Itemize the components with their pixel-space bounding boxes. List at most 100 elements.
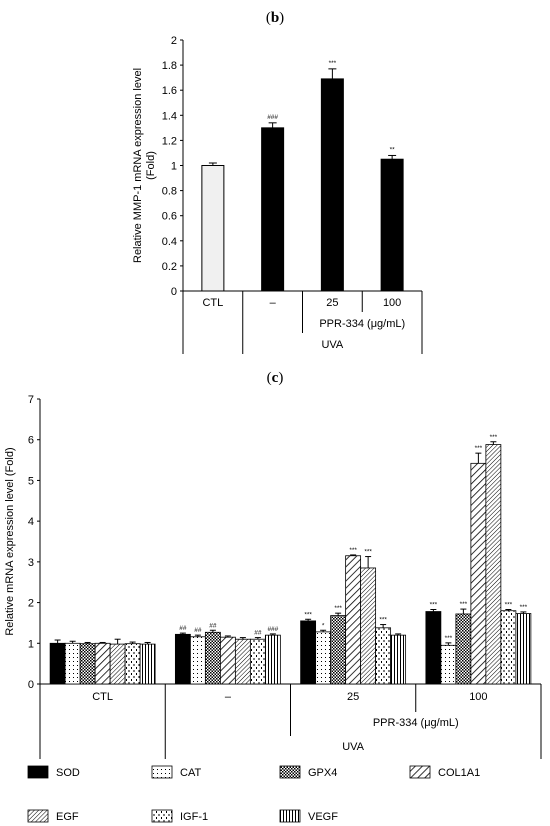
- y-tick-label: 7: [28, 394, 34, 406]
- x-tick-label: CTL: [92, 691, 113, 703]
- bar: [375, 627, 392, 685]
- uva-label: UVA: [342, 741, 364, 753]
- y-tick-label: 1: [28, 638, 34, 650]
- y-tick-label: 4: [28, 516, 34, 528]
- y-tick-label: 1.2: [162, 135, 177, 147]
- bar: [390, 634, 407, 685]
- significance-mark: *: [322, 622, 325, 629]
- bar: [219, 636, 236, 685]
- panel-b-label: (b): [266, 10, 284, 26]
- significance-mark: **: [390, 146, 396, 153]
- significance-mark: ***: [329, 60, 337, 67]
- bar: [189, 636, 206, 685]
- y-tick-label: 3: [28, 557, 34, 569]
- bar: [300, 620, 317, 685]
- legend-label: CAT: [180, 767, 201, 779]
- bar: [500, 610, 517, 685]
- treatment-label: PPR-334 (μg/mL): [319, 318, 405, 330]
- y-tick-label: 1.6: [162, 85, 177, 97]
- legend-label: COL1A1: [438, 767, 480, 779]
- legend-swatch: [151, 809, 173, 823]
- bar: [470, 462, 487, 685]
- significance-mark: ***: [334, 605, 342, 612]
- significance-mark: ***: [364, 549, 372, 556]
- legend-swatch: [27, 765, 49, 779]
- y-tick-label: 6: [28, 435, 34, 447]
- bar: [49, 642, 66, 685]
- bar: [249, 638, 266, 685]
- gene-expression-bar-chart: 0 1 2 3 4 5 6 7 Relative mRNA expression level (…: [4, 394, 542, 759]
- legend-swatch: [151, 765, 173, 779]
- panel-c-label: (c): [267, 370, 284, 386]
- significance-mark: ***: [460, 601, 468, 608]
- bar: [234, 638, 251, 685]
- y-tick-label: 5: [28, 475, 34, 487]
- bar: [345, 555, 362, 685]
- bar: [201, 165, 225, 292]
- x-tick-label: 100: [469, 691, 487, 703]
- significance-mark: ***: [304, 611, 312, 618]
- significance-mark: ##: [254, 630, 262, 637]
- bar: [109, 643, 126, 685]
- significance-mark: ***: [445, 635, 453, 642]
- legend-swatch: [279, 809, 301, 823]
- legend-label: EGF: [56, 811, 79, 823]
- legend: SOD CAT GPX4 COL1A1 EGF IGF-1 VEGF: [27, 765, 480, 823]
- treatment-label: PPR-334 (μg/mL): [373, 717, 459, 729]
- y-tick-label: 2: [28, 598, 34, 610]
- significance-mark: ***: [475, 445, 483, 452]
- y-tick-label: 1: [171, 161, 177, 173]
- significance-mark: ***: [490, 434, 498, 441]
- y-tick-label: 0.2: [162, 261, 177, 273]
- bar: [94, 642, 111, 685]
- significance-mark: ***: [505, 601, 513, 608]
- bar: [204, 631, 221, 685]
- bar: [425, 611, 442, 685]
- uva-label: UVA: [321, 339, 343, 351]
- x-tick-label: 25: [347, 691, 359, 703]
- x-tick-label: –: [225, 691, 232, 703]
- bar: [174, 633, 191, 685]
- y-tick-label: 1.8: [162, 60, 177, 72]
- legend-label: VEGF: [308, 811, 338, 823]
- y-tick-label: 2: [171, 35, 177, 47]
- bar: [455, 613, 472, 685]
- bar: [360, 567, 377, 685]
- bar: [64, 642, 81, 685]
- bar: [124, 643, 141, 685]
- bar: [315, 631, 332, 685]
- y-axis-label: Relative mRNA expression level (Fold): [4, 447, 16, 635]
- significance-mark: ***: [349, 547, 357, 554]
- y-tick-label: 0.6: [162, 211, 177, 223]
- legend-label: GPX4: [308, 767, 337, 779]
- y-tick-label: 0.8: [162, 186, 177, 198]
- y-axis-label-line: Relative MMP-1 mRNA expression level: [132, 68, 144, 263]
- bar: [264, 634, 281, 685]
- legend-label: IGF-1: [180, 811, 208, 823]
- bar: [440, 644, 457, 685]
- significance-mark: ***: [379, 617, 387, 624]
- bar: [139, 643, 156, 685]
- bar: [330, 615, 347, 685]
- x-tick-label: 100: [383, 297, 401, 309]
- bar: [380, 158, 404, 292]
- mmp1-bar-chart: 0 0.2 0.4 0.6 0.8 1 1.2 1.4 1.6 1.8 2 Relative MMP-…: [132, 35, 423, 354]
- bar: [320, 78, 344, 292]
- y-axis-label-line: (Fold): [145, 151, 157, 180]
- x-tick-label: –: [270, 297, 277, 309]
- legend-swatch: [409, 765, 431, 779]
- legend-swatch: [279, 765, 301, 779]
- x-tick-label: 25: [326, 297, 338, 309]
- y-axis-label: Relative MMP-1 mRNA expression level(Fol…: [132, 68, 157, 263]
- significance-mark: ***: [520, 604, 528, 611]
- bar: [79, 643, 96, 685]
- significance-mark: ###: [267, 114, 278, 121]
- significance-mark: ##: [179, 625, 187, 632]
- significance-mark: ##: [194, 627, 202, 634]
- y-tick-label: 0.4: [162, 236, 177, 248]
- x-tick-label: CTL: [202, 297, 223, 309]
- bar: [261, 127, 285, 292]
- legend-swatch: [27, 809, 49, 823]
- y-tick-label: 1.4: [162, 110, 177, 122]
- bar: [515, 613, 532, 685]
